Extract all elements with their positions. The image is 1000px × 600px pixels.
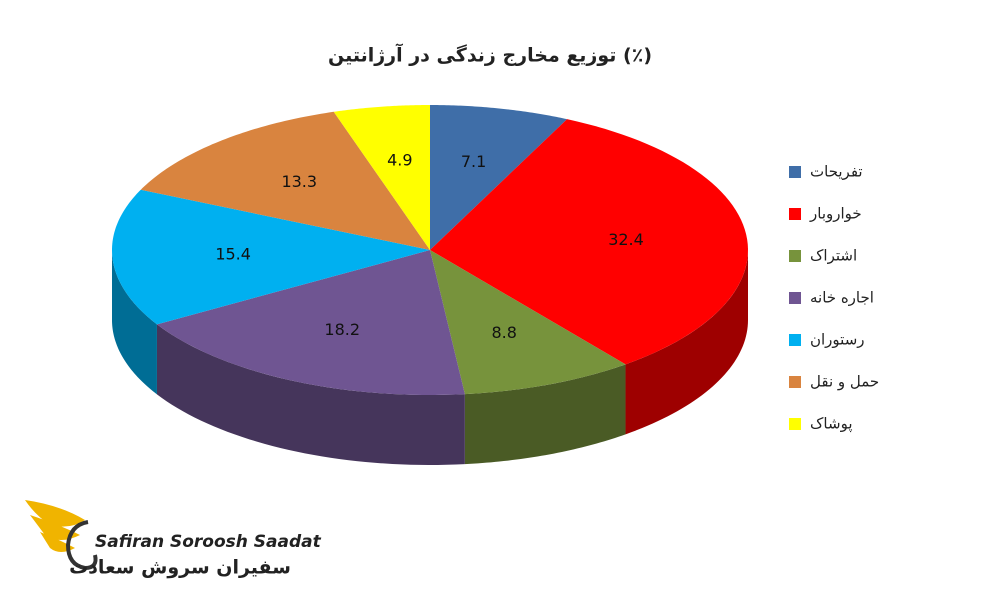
pie-slice-side [112,250,157,395]
data-label: 32.4 [608,230,644,249]
legend-swatch [789,166,801,178]
pie-slice [333,105,430,250]
data-label: 15.4 [215,244,251,263]
chart-title: توزیع مخارج زندگی در آرژانتین (٪) [328,43,652,67]
logo-name: Safiran Soroosh Saadat [95,532,322,552]
pie-sides [112,250,748,465]
legend-swatch [789,250,801,262]
pie-slice [430,105,568,250]
pie-slice [430,250,626,395]
pie-slice-side [625,250,748,435]
legend-label: اشتراک [810,247,857,265]
legend-swatch [789,376,801,388]
logo: Safiran Soroosh Saadat سفیران سروش سعادت [25,500,322,579]
pie-slice [430,119,748,365]
data-label: 7.1 [461,152,486,171]
legend-label: پوشاک [810,415,853,434]
data-label: 4.9 [387,151,412,170]
legend-swatch [789,208,801,220]
data-label: 8.8 [492,323,517,342]
legend-label: رستوران [810,331,865,349]
logo-wing [25,500,85,552]
logo-swan [65,520,98,571]
legend-label: تفریحات [810,163,863,181]
pie-slice-side [156,324,465,465]
legend-swatch [789,334,801,346]
data-label: 13.3 [281,172,317,191]
legend-label: اجاره خانه [810,289,874,307]
legend-swatch [789,418,801,430]
logo-name-fa: سفیران سروش سعادت [69,557,291,579]
pie-slice [156,250,465,395]
pie-tops [112,105,748,395]
pie-slice [140,111,430,250]
legend-label: خواروبار [809,205,862,223]
legend-label: حمل و نقل [810,373,879,391]
pie-slice-side [464,364,626,465]
data-label: 18.2 [324,320,360,339]
pie-slice [112,189,431,325]
legend-swatch [789,292,801,304]
